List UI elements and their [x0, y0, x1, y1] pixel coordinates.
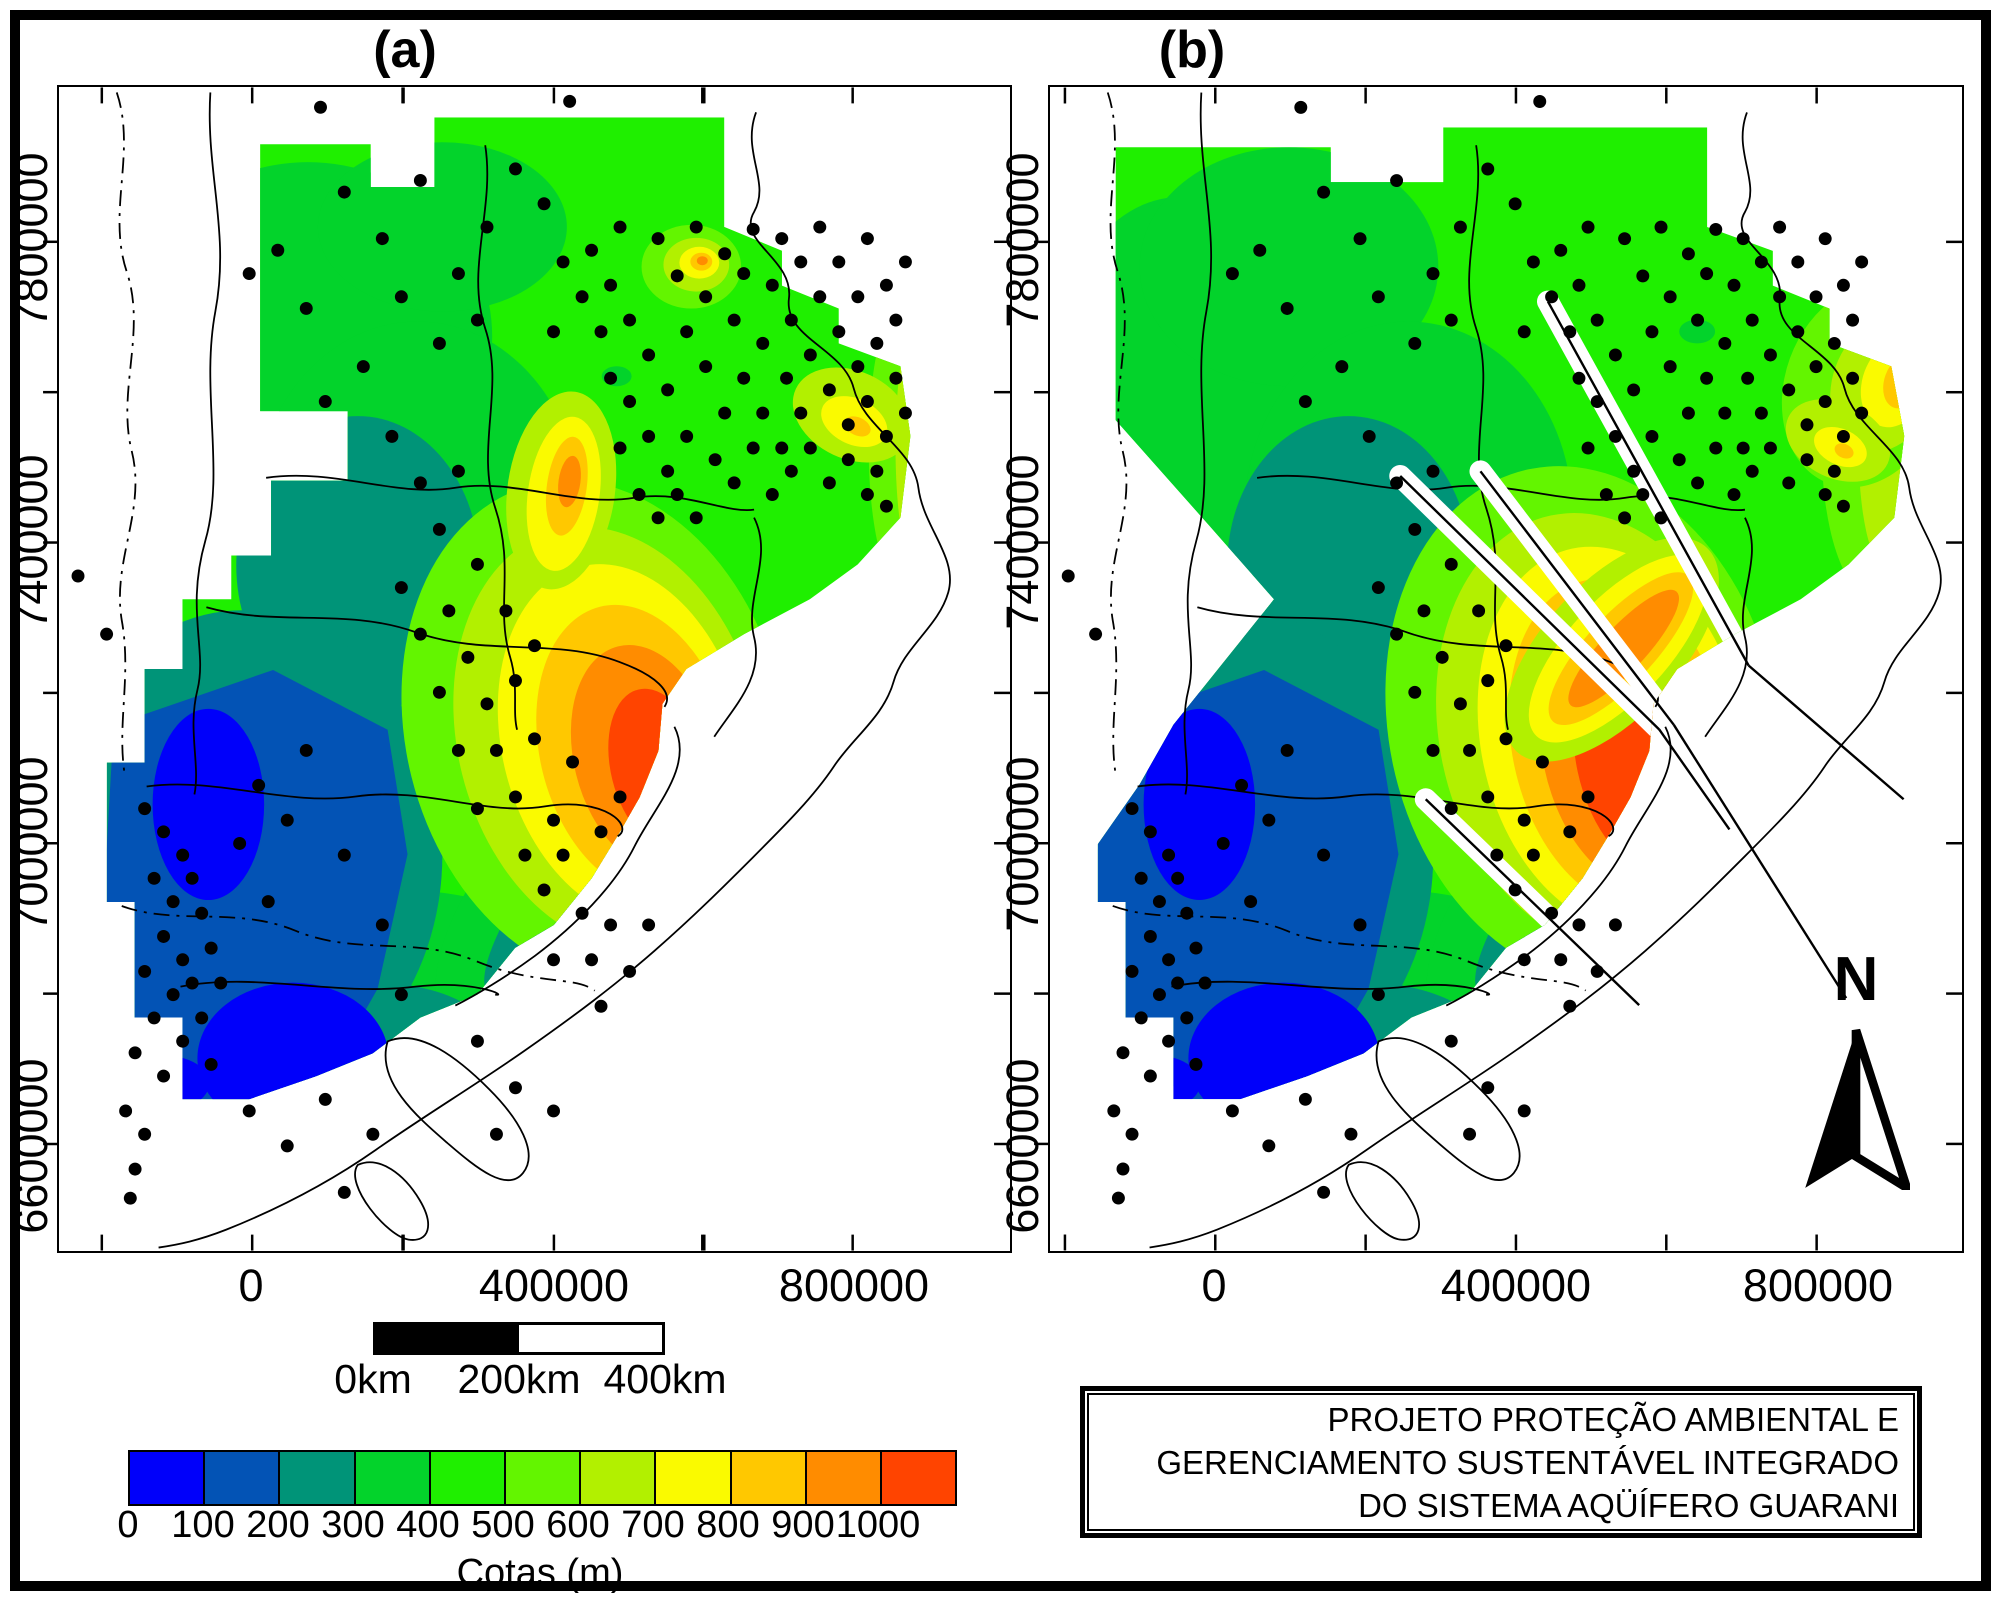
- scale-bar-label: 0km: [334, 1356, 412, 1402]
- colorbar-cell-600-700: [579, 1452, 655, 1504]
- project-title-line: GERENCIAMENTO SUSTENTÁVEL INTEGRADO: [1156, 1443, 1899, 1481]
- panel-b-label: (b): [1158, 21, 1226, 79]
- colorbar-tick-label: 100: [171, 1504, 235, 1546]
- colorbar-tick-label: 900: [771, 1504, 835, 1546]
- project-title-line: PROJETO PROTEÇÃO AMBIENTAL E: [1327, 1400, 1899, 1438]
- y-tick-label: 7800000: [997, 152, 1048, 328]
- north-arrow-icon: [1805, 1028, 1910, 1190]
- colorbar-cell-400-500: [428, 1452, 504, 1504]
- compass-north-arrow: N: [1800, 944, 1912, 1194]
- colorbar-cell-900-1000: [804, 1452, 880, 1504]
- colorbar-cell-100-200: [203, 1452, 279, 1504]
- y-tick-label: 7400000: [6, 454, 57, 630]
- map-panel-b: [1034, 85, 1964, 1253]
- y-tick-label: 6600000: [997, 1058, 1048, 1234]
- x-tick-label: 800000: [778, 1260, 930, 1311]
- map-a-canvas: [43, 87, 1010, 1251]
- north-label: N: [1833, 945, 1879, 1014]
- colorbar-title: Cotas (m): [456, 1552, 624, 1594]
- y-tick-label: 7000000: [6, 756, 57, 932]
- colorbar-tick-label: 200: [246, 1504, 310, 1546]
- colorbar-cell-200-300: [278, 1452, 354, 1504]
- colorbar-tick-label: 300: [321, 1504, 385, 1546]
- y-tick-label: 7000000: [997, 756, 1048, 932]
- y-tick-label: 7800000: [6, 152, 57, 328]
- project-title-box: PROJETO PROTEÇÃO AMBIENTAL E GERENCIAMEN…: [1080, 1386, 1922, 1538]
- colorbar-ticks: 0 100 200 300 400 500 600 700 800 900 1000: [117, 1504, 953, 1550]
- well-dots-a: [71, 94, 912, 1205]
- colorbar-cell->1000: [879, 1452, 956, 1504]
- colorbar-tick-label: 600: [546, 1504, 610, 1546]
- project-title-box-inner: PROJETO PROTEÇÃO AMBIENTAL E GERENCIAMEN…: [1087, 1393, 1915, 1531]
- scale-bar: [373, 1322, 665, 1355]
- figure-border: [10, 10, 1991, 1591]
- x-tick-label: 400000: [1440, 1260, 1592, 1311]
- well-dots-b: [1061, 95, 1869, 1205]
- colorbar-cell-300-400: [353, 1452, 429, 1504]
- axis-ticks-b: [1034, 87, 1962, 1251]
- map-b-canvas: [1034, 87, 1962, 1251]
- panel-a-label: (a): [373, 21, 437, 79]
- colorbar: [128, 1450, 957, 1506]
- colorbar-cell-700-800: [654, 1452, 730, 1504]
- x-tick-label: 800000: [1742, 1260, 1894, 1311]
- elevation-plume-a: [506, 391, 617, 590]
- scale-bar-label: 200km: [457, 1356, 581, 1402]
- colorbar-cell-800-900: [729, 1452, 805, 1504]
- x-tick-label: 400000: [478, 1260, 630, 1311]
- axis-ticks-a: [43, 87, 1010, 1251]
- y-tick-label: 6600000: [6, 1058, 57, 1234]
- map-panel-a: [43, 85, 1012, 1253]
- colorbar-tick-label: 500: [471, 1504, 535, 1546]
- colorbar-cell-500-600: [503, 1452, 580, 1504]
- colorbar-tick-label: 1000: [835, 1504, 921, 1546]
- elevation-zones-a: [106, 117, 911, 1100]
- colorbar-tick-label: 400: [396, 1504, 460, 1546]
- y-tick-label: 7400000: [997, 454, 1048, 630]
- colorbar-tick-label: 700: [621, 1504, 685, 1546]
- x-tick-label: 0: [1201, 1260, 1227, 1311]
- x-tick-label: 0: [238, 1260, 264, 1311]
- scale-bar-black-half: [376, 1325, 519, 1352]
- colorbar-cell-0-100: [130, 1452, 204, 1504]
- colorbar-tick-label: 800: [696, 1504, 760, 1546]
- project-title-line: DO SISTEMA AQÜÍFERO GUARANI: [1358, 1486, 1899, 1524]
- colorbar-tick-label: 0: [117, 1504, 139, 1546]
- scale-bar-label: 400km: [603, 1356, 727, 1402]
